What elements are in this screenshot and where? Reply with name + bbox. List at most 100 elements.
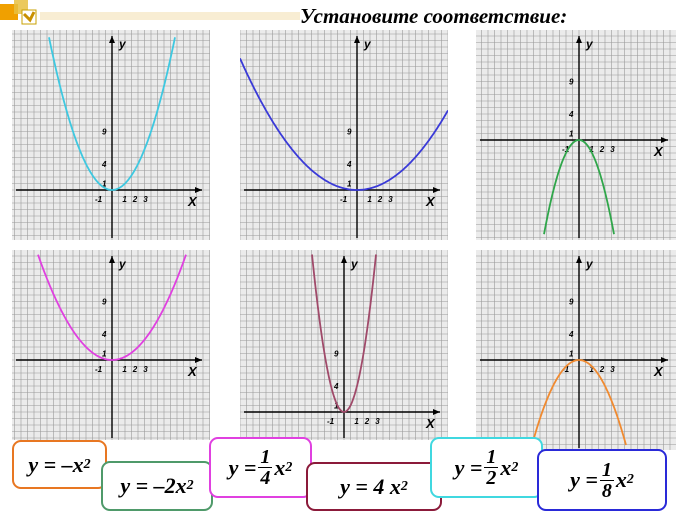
x-tick-label: -1 <box>327 417 335 426</box>
formula-exp: 2 <box>400 478 408 494</box>
x-axis-arrow <box>433 187 440 193</box>
x-axis-label: X <box>653 144 664 159</box>
formula-eq: = <box>243 454 257 480</box>
y-tick-label: 4 <box>101 330 107 339</box>
corner-decoration <box>0 0 300 25</box>
y-axis-arrow <box>341 256 347 263</box>
x-tick-label: -1 <box>562 145 570 154</box>
x-tick-label: 2 <box>599 365 605 374</box>
y-tick-label: 4 <box>568 110 574 119</box>
y-axis-arrow <box>109 36 115 43</box>
x-axis-label: X <box>187 364 198 379</box>
y-axis-arrow <box>576 256 582 263</box>
fraction-denominator: 4 <box>260 467 271 489</box>
y-tick-label: 1 <box>569 350 574 359</box>
y-tick-label: 4 <box>333 382 339 391</box>
formula-rhs: 4 x <box>373 473 401 499</box>
x-axis-label: X <box>425 194 436 209</box>
formula-lhs: y <box>228 454 239 480</box>
x-tick-label: 3 <box>610 145 615 154</box>
parabola-curve <box>543 139 615 235</box>
fraction-denominator: 2 <box>486 467 497 489</box>
formula-lhs: y <box>120 473 131 498</box>
grid-background <box>12 250 210 440</box>
y-axis-arrow <box>576 36 582 43</box>
x-tick-label: 1 <box>367 195 372 204</box>
formula-exp: 2 <box>285 459 293 475</box>
fraction-numerator: 1 <box>599 458 614 481</box>
formula-lhs: y <box>454 454 465 480</box>
formula-exp: 2 <box>511 459 519 475</box>
formula-lhs: y <box>570 467 580 492</box>
x-tick-label: 3 <box>388 195 393 204</box>
formula-eq: = <box>43 451 57 477</box>
formula-minus-x-squared[interactable]: y = –x 2 <box>12 440 107 489</box>
y-tick-label: 9 <box>334 350 339 359</box>
formula-var: x <box>615 467 627 492</box>
formula-rhs: –2x <box>153 473 187 498</box>
grid-background <box>476 250 676 450</box>
y-tick-label: 9 <box>102 298 107 307</box>
x-axis-label: X <box>187 194 198 209</box>
parabola-curve <box>311 254 377 413</box>
y-tick-label: 1 <box>102 180 107 189</box>
x-tick-label: 1 <box>122 365 127 374</box>
x-tick-label: 3 <box>610 365 615 374</box>
fraction-numerator: 1 <box>484 446 499 468</box>
x-axis-arrow <box>661 137 668 143</box>
formula-var: x <box>500 454 512 480</box>
x-tick-label: 2 <box>377 195 383 204</box>
formula-eq: = <box>135 473 149 498</box>
y-tick-label: 1 <box>102 350 107 359</box>
y-tick-label: 1 <box>334 402 339 411</box>
x-tick-label: 1 <box>589 365 594 374</box>
x-tick-label: 1 <box>122 195 127 204</box>
y-tick-label: 9 <box>569 298 574 307</box>
y-tick-label: 1 <box>347 180 352 189</box>
formula-rhs: –x <box>61 451 84 477</box>
y-tick-label: 9 <box>347 128 352 137</box>
formula-eq: = <box>585 467 598 492</box>
formula-lhs: y <box>340 473 350 499</box>
x-tick-label: -1 <box>95 195 103 204</box>
y-axis-label: y <box>585 257 594 271</box>
y-tick-label: 4 <box>568 330 574 339</box>
y-axis-label: y <box>118 257 127 271</box>
parabola-curve <box>37 254 187 361</box>
formula-minus-2x-squared[interactable]: y = –2x 2 <box>101 461 213 511</box>
y-axis-arrow <box>109 256 115 263</box>
formula-exp: 2 <box>83 456 91 472</box>
y-axis-label: y <box>363 37 372 51</box>
x-axis-arrow <box>433 409 440 415</box>
parabola-curve <box>240 58 448 191</box>
x-tick-label: 2 <box>364 417 370 426</box>
formula-exp: 2 <box>626 472 634 487</box>
x-tick-label: 3 <box>143 195 148 204</box>
y-tick-label: 9 <box>102 128 107 137</box>
x-tick-label: 1 <box>354 417 359 426</box>
formula-eq: = <box>469 454 483 480</box>
x-axis-arrow <box>661 357 668 363</box>
parabola-curve <box>531 359 627 446</box>
fraction-numerator: 1 <box>258 446 273 468</box>
y-tick-label: 4 <box>101 160 107 169</box>
y-axis-arrow <box>354 36 360 43</box>
y-axis-label: y <box>350 257 359 271</box>
